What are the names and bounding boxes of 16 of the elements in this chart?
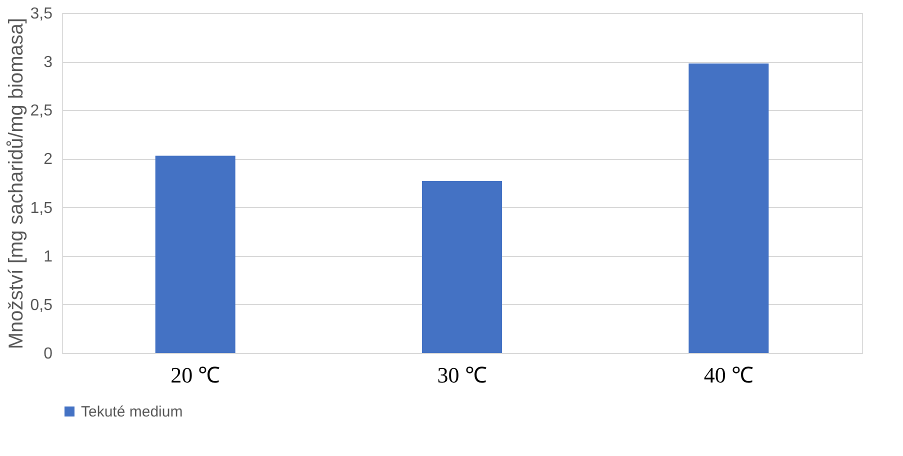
y-axis-title: Množství [mg sacharidů/mg biomasa] <box>5 18 28 350</box>
legend-label: Tekuté medium <box>81 404 183 420</box>
y-tick-label: 3 <box>44 54 53 72</box>
y-tick-label: 1,5 <box>30 200 53 217</box>
bar <box>422 181 502 353</box>
y-tick-label: 2 <box>44 151 53 168</box>
bar <box>155 156 236 353</box>
y-tick-label: 0 <box>44 346 53 362</box>
y-tick-label: 1 <box>44 248 53 266</box>
y-tick-label: 2,5 <box>30 102 53 120</box>
x-tick-label: 40 ℃ <box>704 362 754 388</box>
x-tick-label: 30 ℃ <box>437 362 487 388</box>
y-tick-label: 0,5 <box>30 296 53 314</box>
y-tick-label: 3,5 <box>30 6 53 22</box>
bar <box>688 64 769 353</box>
x-tick-label: 20 ℃ <box>170 362 220 388</box>
